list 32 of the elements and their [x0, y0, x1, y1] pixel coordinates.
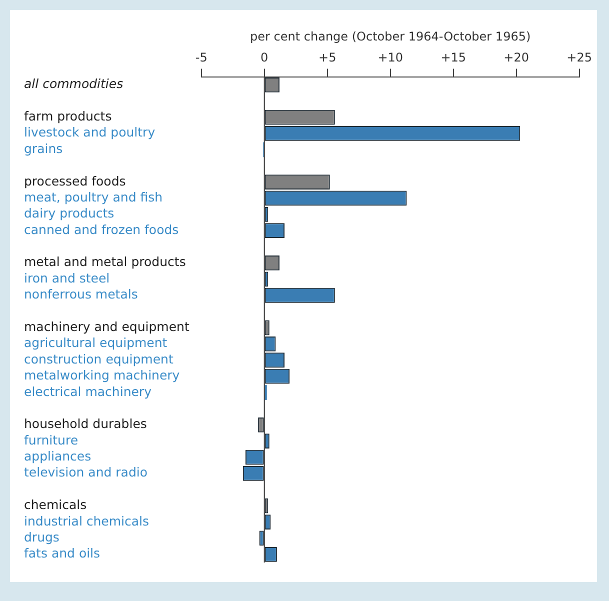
x-tick-label: +15 [440, 50, 466, 65]
y-tick-label: electrical machinery [24, 384, 152, 399]
y-tick-label: grains [24, 140, 63, 156]
y-tick-label: farm products [24, 108, 112, 124]
y-tick-label: household durables [24, 416, 147, 432]
y-tick-label: metal and metal products [24, 254, 186, 270]
y-tick-label: meat, poultry and fish [24, 189, 163, 204]
y-tick-label: industrial chemicals [24, 513, 150, 528]
x-tick-label: +10 [378, 50, 404, 65]
x-axis-title: per cent change (October 1964-October 1965) [250, 29, 531, 44]
y-tick-label: drugs [24, 529, 60, 544]
y-tick-label: canned and frozen foods [24, 222, 179, 237]
y-tick-label: processed foods [24, 173, 126, 188]
y-tick-label: all commodities [24, 76, 124, 92]
y-tick-label: machinery and equipment [24, 318, 190, 334]
y-tick-label: dairy products [24, 206, 114, 221]
x-tick-label: 0 [260, 50, 268, 65]
y-tick-label: construction equipment [24, 351, 174, 366]
y-tick-label: appliances [24, 448, 92, 464]
y-tick-label: agricultural equipment [24, 335, 168, 350]
x-tick-label: +5 [318, 50, 336, 65]
y-tick-label: metalworking machinery [24, 368, 180, 383]
y-tick-label: television and radio [24, 464, 148, 480]
y-tick-label: nonferrous metals [24, 286, 138, 302]
y-tick-label: fats and oils [24, 546, 100, 561]
x-tick-label: +25 [566, 50, 592, 65]
x-tick-label: +20 [504, 50, 530, 65]
x-tick-label: -5 [195, 50, 208, 65]
y-tick-label: livestock and poultry [24, 124, 156, 140]
y-tick-label: furniture [24, 432, 78, 448]
y-tick-label: chemicals [24, 497, 87, 512]
y-tick-label: iron and steel [24, 270, 110, 286]
